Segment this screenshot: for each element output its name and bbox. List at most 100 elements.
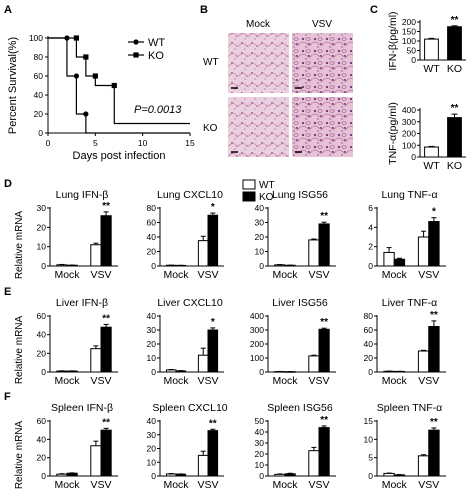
bar-wt-vsv — [308, 355, 320, 373]
bar-wt — [424, 146, 439, 158]
y-tick-label: 0 — [41, 367, 46, 377]
serum-tnfa-ylabel: TNF-α(pg/ml) — [387, 102, 399, 165]
y-tick-label: 300 — [402, 117, 416, 127]
y-tick-label: 20 — [37, 453, 47, 463]
y-tick-label: 0 — [259, 367, 264, 377]
histology-wt-mock — [228, 33, 289, 93]
x-tick-label: Mock — [272, 479, 298, 491]
x-tick-label: Mock — [382, 269, 408, 281]
y-tick-label: 20 — [255, 449, 265, 459]
x-tick-label: VSV — [197, 375, 218, 387]
x-tick-label: VSV — [90, 375, 111, 387]
y-tick-label: 0 — [368, 471, 373, 481]
y-tick-label: 80 — [364, 311, 374, 321]
y-tick-label: 100 — [402, 140, 416, 150]
spleen-cxcl10-chart: Spleen CXCL10 0 10 20 30 40 Mock ** VSV — [147, 402, 228, 491]
survival-ylabel: Percent Survival(%) — [7, 37, 19, 134]
lung-ifnb-title: Lung IFN-β — [56, 189, 109, 201]
x-tick-label: Mock — [272, 375, 298, 387]
y-tick-label: 50 — [407, 46, 417, 56]
y-tick-label: 200 — [402, 129, 416, 139]
y-tick-label: 20 — [255, 232, 265, 242]
histology-panel: Mock VSV WT KO — [203, 19, 353, 157]
y-tick-label: 400 — [250, 311, 264, 321]
y-tick-label: 60 — [147, 218, 157, 228]
panel-label-a: A — [4, 4, 12, 16]
significance-label: ** — [102, 417, 110, 428]
lung-isg56-chart: Lung ISG56 0 10 20 30 40 Mock ** VSV — [255, 189, 336, 281]
liver-tnfa-title: Liver TNF-α — [382, 297, 437, 309]
spleen-cxcl10-title: Spleen CXCL10 — [152, 402, 227, 414]
histology-ko-vsv — [292, 97, 353, 157]
y-tick-label: 80 — [147, 203, 157, 213]
survival-xlabel: Days post infection — [73, 150, 166, 162]
legend-ko-label: KO — [259, 192, 274, 203]
bar-ko-mock — [393, 258, 406, 267]
serum-ifnb-ylabel: IFN-β(pg/ml) — [387, 11, 399, 70]
liver-isg56-chart: Liver ISG56 0 100 200 300 400 Mock ** VSV — [250, 297, 336, 387]
x-tick-label: VSV — [308, 479, 329, 491]
bar-wt-vsv — [417, 455, 430, 477]
y-tick-label: 10 — [147, 457, 157, 467]
y-tick-label: 80 — [34, 52, 44, 62]
bar-ko-vsv — [100, 326, 112, 373]
legend: WT KO — [242, 179, 275, 203]
y-tick-label: 20 — [364, 353, 374, 363]
panel-label-c: C — [370, 4, 378, 16]
x-tick-label: WT — [423, 160, 440, 172]
bar-ko-vsv — [318, 223, 330, 267]
histology-row-ko: KO — [203, 123, 218, 134]
x-tick-label: 0 — [46, 138, 51, 148]
lung-cxcl10-title: Lung CXCL10 — [157, 189, 223, 201]
bar-wt-vsv — [90, 244, 102, 267]
survival-chart: 0 20 40 60 80 100 0 5 10 15 Percent Survival(%) Day… — [7, 33, 195, 162]
y-tick-label: 0 — [368, 367, 373, 377]
y-tick-label: 0 — [259, 261, 264, 271]
survival-axes — [47, 36, 190, 134]
liver-isg56-title: Liver ISG56 — [272, 297, 328, 309]
bar-ko-mock — [175, 473, 187, 477]
significance-label: ** — [209, 418, 217, 429]
significance-label: * — [211, 202, 215, 213]
bar-ko-mock — [284, 473, 296, 477]
bar-ko-vsv — [207, 430, 219, 477]
y-tick-label: 20 — [37, 222, 47, 232]
histology-wt-vsv — [292, 33, 353, 93]
x-tick-label: VSV — [308, 375, 329, 387]
y-tick-label: 60 — [37, 416, 47, 426]
x-tick-label: Mock — [54, 479, 80, 491]
bar-wt-vsv — [90, 348, 102, 373]
spleen-tnfa-title: Spleen TNF-α — [377, 402, 442, 414]
y-tick-label: 40 — [34, 90, 44, 100]
bar-wt-vsv — [308, 450, 320, 477]
histology-ko-mock — [228, 97, 289, 157]
survival-line-wt — [48, 37, 190, 134]
y-tick-label: 0 — [38, 128, 43, 138]
x-tick-label: Mock — [163, 479, 189, 491]
significance-label: ** — [451, 103, 459, 114]
x-tick-label: 10 — [138, 138, 148, 148]
x-tick-label: Mock — [163, 375, 189, 387]
row-ylabel-e: Relative mRNA — [14, 316, 25, 385]
y-tick-label: 100 — [402, 36, 416, 46]
bar-wt-mock — [165, 369, 177, 373]
bar-ko-vsv — [207, 214, 219, 267]
bar-wt-mock — [274, 473, 286, 477]
y-tick-label: 0 — [368, 261, 373, 271]
y-tick-label: 0 — [411, 55, 416, 65]
survival-marker — [92, 73, 98, 79]
y-tick-label: 20 — [34, 109, 44, 119]
bar-wt-vsv — [197, 240, 209, 267]
liver-cxcl10-chart: Liver CXCL10 0 10 20 30 40 Mock * VSV — [147, 297, 224, 387]
histology-row-wt: WT — [203, 57, 219, 68]
survival-pvalue: P=0.0013 — [134, 104, 182, 116]
bar-wt — [424, 38, 439, 61]
survival-marker — [73, 73, 79, 79]
significance-label: * — [211, 317, 215, 328]
y-tick-label: 30 — [147, 430, 157, 440]
lung-ifnb-chart: Lung IFN-β 0 10 20 30 Mock ** VSV — [37, 189, 118, 281]
y-tick-label: 200 — [402, 17, 416, 27]
y-tick-label: 30 — [147, 325, 157, 335]
x-tick-label: Mock — [163, 269, 189, 281]
